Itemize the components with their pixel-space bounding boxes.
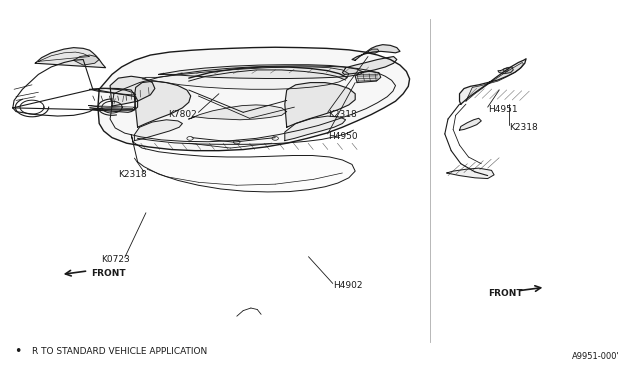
Polygon shape: [189, 105, 287, 120]
Polygon shape: [466, 62, 524, 101]
Polygon shape: [447, 168, 494, 179]
Text: FRONT: FRONT: [488, 289, 522, 298]
Polygon shape: [460, 118, 481, 130]
Polygon shape: [368, 49, 379, 53]
Text: R TO STANDARD VEHICLE APPLICATION: R TO STANDARD VEHICLE APPLICATION: [32, 347, 207, 356]
Text: H4950: H4950: [328, 132, 357, 141]
Polygon shape: [285, 116, 346, 141]
Polygon shape: [90, 89, 136, 95]
Polygon shape: [98, 47, 410, 151]
Polygon shape: [285, 83, 355, 127]
Polygon shape: [110, 76, 155, 106]
Text: K2318: K2318: [118, 170, 147, 179]
Text: FRONT: FRONT: [92, 269, 126, 278]
Polygon shape: [131, 135, 355, 192]
Text: H4951: H4951: [488, 105, 518, 114]
Polygon shape: [355, 71, 381, 83]
Polygon shape: [342, 57, 397, 74]
Polygon shape: [35, 48, 106, 68]
Polygon shape: [74, 55, 99, 65]
Text: K0723: K0723: [101, 255, 130, 264]
Polygon shape: [159, 65, 364, 78]
Text: K2318: K2318: [328, 110, 356, 119]
Text: •: •: [14, 345, 22, 358]
Text: H4902: H4902: [333, 281, 362, 290]
Polygon shape: [134, 120, 182, 141]
Polygon shape: [460, 59, 526, 104]
Polygon shape: [142, 67, 349, 89]
Polygon shape: [134, 81, 191, 127]
Polygon shape: [498, 67, 513, 74]
Text: K7802: K7802: [168, 110, 196, 119]
Text: A9951-000': A9951-000': [572, 352, 620, 361]
Polygon shape: [352, 45, 400, 60]
Text: K2318: K2318: [509, 123, 538, 132]
